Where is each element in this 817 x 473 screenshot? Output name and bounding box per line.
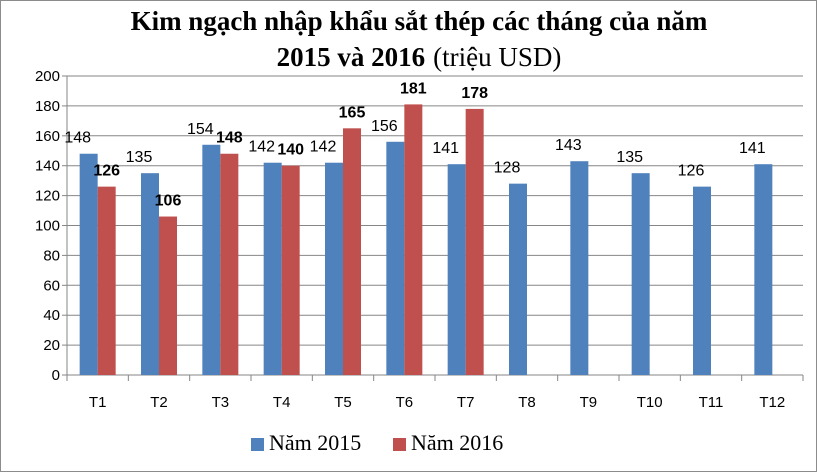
- y-tick-label: 200: [35, 68, 60, 85]
- data-label: 148: [216, 130, 243, 147]
- x-tick-label: T6: [396, 394, 414, 411]
- data-label: 126: [678, 163, 705, 180]
- legend-label: Năm 2016: [411, 430, 503, 455]
- y-tick-label: 60: [43, 277, 60, 294]
- data-label: 142: [310, 139, 337, 156]
- axes: 0 20 40 60 80 100 120 140 160 180 200 T1 T2 T3 T4 T5 T6 T…: [35, 68, 804, 411]
- data-label: 181: [400, 80, 427, 97]
- bar-series2: [343, 128, 361, 375]
- data-label: 135: [126, 149, 153, 166]
- data-label: 135: [616, 149, 643, 166]
- x-tick-label: T12: [759, 394, 785, 411]
- y-tick-label: 160: [35, 128, 60, 145]
- bar-series1: [141, 173, 159, 375]
- bar-series1: [754, 164, 773, 375]
- y-tick-label: 140: [35, 158, 60, 175]
- bar-series1: [79, 153, 98, 375]
- x-tick-label: T3: [212, 394, 230, 411]
- bars: [79, 104, 773, 375]
- legend: Năm 2015 Năm 2016: [251, 430, 503, 455]
- bar-series2: [159, 216, 177, 375]
- x-tick-label: T9: [580, 394, 598, 411]
- data-label: 106: [155, 193, 182, 210]
- y-tick-label: 0: [52, 367, 60, 384]
- bar-series1: [263, 162, 282, 375]
- x-tick-label: T1: [89, 394, 107, 411]
- data-label: 156: [371, 118, 398, 135]
- bar-series1: [509, 183, 527, 375]
- data-label: 165: [339, 104, 366, 121]
- data-label: 142: [248, 139, 275, 156]
- y-tick-label: 120: [35, 188, 60, 205]
- bar-series1: [447, 164, 466, 375]
- chart-title-unit: (triệu USD): [433, 42, 561, 72]
- bar-series1: [202, 144, 221, 375]
- gridlines: [67, 75, 803, 346]
- x-tick-label: T10: [637, 394, 663, 411]
- x-tick-label: T2: [150, 394, 168, 411]
- bar-series2: [97, 186, 116, 375]
- data-label: 126: [93, 163, 120, 180]
- data-label: 154: [187, 121, 214, 138]
- y-tick-label: 180: [35, 98, 60, 115]
- data-label: 140: [277, 142, 304, 159]
- y-tick-label: 40: [43, 307, 60, 324]
- chart-title-years: 2015 và 2016: [277, 42, 426, 72]
- bar-series2: [281, 165, 300, 375]
- bar-series2: [465, 108, 484, 375]
- bar-series1: [325, 162, 343, 375]
- x-tick-label: T5: [334, 394, 352, 411]
- y-tick-label: 20: [43, 337, 60, 354]
- data-label: 143: [555, 137, 582, 154]
- legend-swatch: [393, 438, 406, 451]
- data-label: 128: [494, 160, 521, 177]
- bar-series1: [386, 141, 405, 375]
- legend-swatch: [251, 438, 264, 451]
- y-tick-label: 80: [43, 247, 60, 264]
- chart-title-line2: 2015 và 2016 (triệu USD): [277, 42, 562, 72]
- bar-series1: [631, 173, 650, 375]
- data-label: 141: [432, 140, 459, 157]
- legend-label: Năm 2015: [269, 430, 361, 455]
- chart-title-line1: Kim ngạch nhập khẩu sắt thép các tháng c…: [131, 6, 708, 36]
- data-label: 148: [64, 130, 91, 147]
- bar-series2: [404, 104, 423, 375]
- x-tick-label: T4: [273, 394, 291, 411]
- bar-series2: [220, 153, 239, 375]
- bar-series1: [693, 186, 711, 375]
- bar-series1: [570, 161, 589, 375]
- y-tick-label: 100: [35, 218, 60, 235]
- data-label: 178: [461, 85, 488, 102]
- x-tick-label: T8: [518, 394, 536, 411]
- x-tick-label: T11: [699, 394, 724, 411]
- x-tick-label: T7: [457, 394, 475, 411]
- data-label: 141: [739, 140, 766, 157]
